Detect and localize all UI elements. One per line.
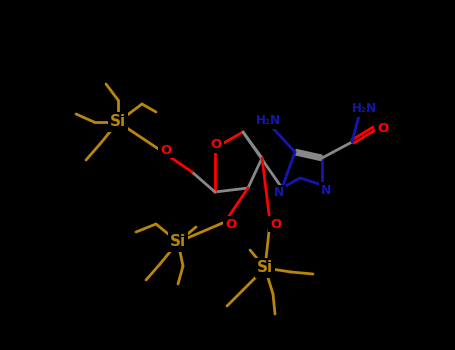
Text: O: O	[270, 217, 282, 231]
Text: H₂N: H₂N	[352, 103, 376, 116]
Text: O: O	[225, 217, 237, 231]
Text: Si: Si	[170, 234, 186, 250]
Text: H₂N: H₂N	[256, 114, 280, 127]
Text: N: N	[321, 183, 331, 196]
Text: O: O	[377, 121, 389, 134]
Text: O: O	[210, 139, 222, 152]
Text: N: N	[274, 187, 284, 199]
Text: Si: Si	[257, 260, 273, 275]
Text: Si: Si	[110, 114, 126, 130]
Text: O: O	[160, 144, 172, 156]
